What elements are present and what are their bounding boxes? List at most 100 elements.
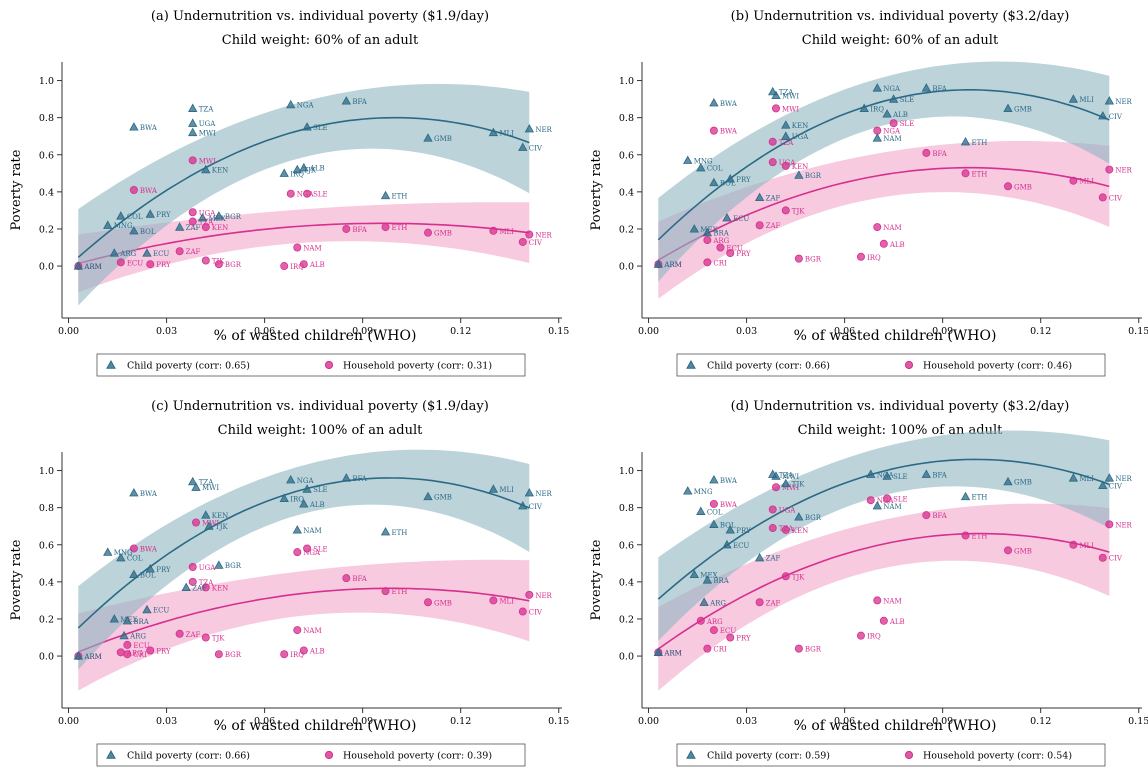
child-point-label: GMB	[434, 494, 452, 502]
household-point	[188, 156, 197, 165]
x-tick-label: 0.06	[254, 716, 275, 727]
household-point	[280, 262, 289, 271]
child-point-label: UGA	[199, 120, 216, 128]
household-point-label: ARG	[126, 649, 143, 657]
child-point-label: ARM	[663, 261, 682, 269]
child-point	[653, 259, 664, 268]
chart-panel-d: (d) Undernutrition vs. individual povert…	[589, 399, 1148, 767]
household-point	[188, 563, 197, 572]
y-tick-label: 0.0	[619, 652, 634, 663]
y-axis-label: Poverty rate	[589, 149, 604, 230]
child-point-label: ALB	[892, 111, 908, 119]
child-point	[882, 471, 892, 480]
child-point	[142, 604, 152, 614]
child-point-label: NER	[1115, 98, 1132, 106]
child-point	[1104, 473, 1115, 482]
household-point	[709, 626, 718, 635]
child-point	[781, 120, 791, 129]
y-tick-label: 0.2	[619, 224, 634, 235]
child-point	[145, 209, 155, 218]
household-point-label: CIV	[1109, 555, 1123, 563]
household-point	[794, 254, 803, 263]
x-tick-label: 0.09	[352, 326, 373, 337]
household-point	[489, 226, 498, 235]
child-point	[754, 552, 765, 562]
y-axis-label: Poverty rate	[9, 539, 24, 620]
y-tick-label: 0.6	[39, 150, 54, 161]
household-point	[873, 596, 882, 605]
household-point	[781, 206, 790, 215]
household-point	[303, 544, 312, 553]
child-point-label: TZA	[199, 479, 215, 487]
chart-title: (c) Undernutrition vs. individual povert…	[151, 399, 489, 414]
household-point	[961, 169, 970, 178]
legend: Child poverty (corr: 0.59) Household pove…	[676, 743, 1106, 767]
household-point	[116, 258, 125, 267]
child-point-label: IRQ	[290, 495, 304, 503]
y-tick-label: 0.8	[39, 503, 54, 514]
child-point-label: NER	[535, 126, 552, 134]
child-point-label: MNG	[114, 549, 133, 557]
child-point-label: BFA	[932, 85, 947, 93]
household-point	[116, 648, 125, 657]
child-point	[1003, 103, 1013, 112]
household-point	[794, 644, 803, 653]
household-point-label: BWA	[720, 128, 738, 136]
y-axis-label: Poverty rate	[9, 149, 24, 230]
household-point-label: ALB	[309, 261, 325, 269]
household-point-label: MLI	[499, 597, 514, 605]
child-point	[689, 569, 699, 579]
legend-household-marker	[324, 750, 334, 760]
child-point-label: SLE	[313, 486, 328, 494]
household-point-label: ETH	[392, 588, 408, 596]
child-point-label: MLI	[1079, 96, 1094, 104]
household-point-label: GMB	[434, 599, 452, 607]
child-point	[725, 174, 735, 183]
household-point-label: MWI	[202, 519, 219, 527]
legend-household-label: Household poverty (corr: 0.54)	[923, 751, 1072, 762]
child-point-label: GMB	[1014, 105, 1032, 113]
household-confidence-band	[78, 559, 530, 691]
child-point-label: ECU	[733, 542, 749, 550]
child-point-label: ZAF	[766, 555, 781, 563]
child-point	[174, 222, 185, 231]
x-tick-label: 0.00	[58, 716, 79, 727]
child-point-label: NGA	[883, 85, 901, 93]
household-point-label: ZAF	[766, 599, 781, 607]
child-point-label: ARM	[83, 653, 102, 661]
household-point-label: SLE	[893, 495, 908, 503]
child-point-label: TZA	[199, 105, 215, 113]
y-tick-label: 0.0	[39, 652, 54, 663]
child-point	[722, 539, 732, 549]
household-point-label: TZA	[199, 579, 215, 587]
child-point-label: MEX	[209, 215, 226, 223]
child-point-label: BWA	[140, 490, 158, 498]
child-point-label: BWA	[720, 100, 738, 108]
legend-box	[676, 743, 1106, 767]
household-point-label: ARG	[712, 237, 729, 245]
child-point-label: ALB	[309, 501, 325, 509]
child-point-label: BWA	[140, 124, 158, 132]
child-point	[119, 630, 129, 640]
legend-box	[96, 743, 526, 767]
household-fit-line	[78, 222, 530, 265]
child-point	[518, 142, 528, 151]
child-point-label: TJK	[215, 523, 228, 531]
household-point-label: ECU	[133, 642, 149, 650]
x-tick-label: 0.09	[932, 326, 953, 337]
child-point	[73, 261, 84, 270]
household-point-label: ZAF	[186, 248, 201, 256]
child-point-label: ZAF	[192, 584, 207, 592]
legend-child-label: Child poverty (corr: 0.66)	[127, 751, 250, 762]
child-point-label: ALB	[309, 165, 325, 173]
child-point	[888, 94, 899, 103]
household-point-label: NER	[535, 232, 552, 240]
household-point	[188, 577, 197, 586]
child-point-label: ZAF	[766, 194, 781, 202]
legend-household-marker	[904, 360, 914, 370]
x-tick-label: 0.09	[352, 716, 373, 727]
household-point	[1098, 193, 1107, 202]
x-axis-label: % of wasted children (WHO)	[794, 328, 997, 344]
child-point	[781, 131, 791, 140]
